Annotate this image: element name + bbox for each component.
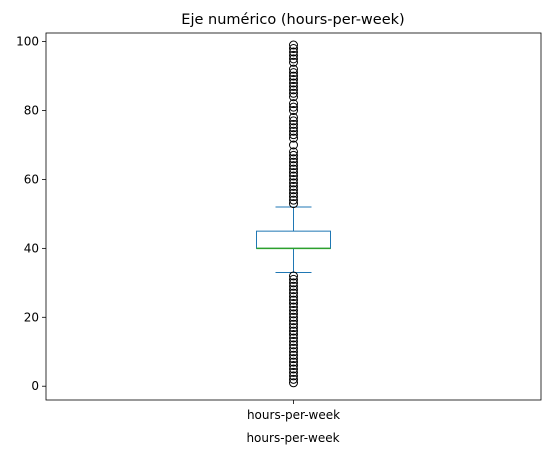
- plot-area: 0 20 40 60 80 100 hours-per-week: [16, 32, 542, 422]
- outlier-point: [289, 188, 298, 198]
- outlier-point: [289, 295, 298, 305]
- outlier-point: [289, 278, 298, 288]
- outlier-point: [289, 357, 298, 367]
- outlier-point: [289, 81, 298, 91]
- outlier-point: [289, 343, 298, 353]
- y-tick-label: 40: [24, 241, 39, 255]
- outlier-point: [289, 123, 298, 133]
- outlier-point: [289, 288, 298, 298]
- outlier-point: [289, 323, 298, 333]
- outlier-point: [289, 199, 298, 209]
- outlier-point: [289, 130, 298, 140]
- outlier-point: [289, 78, 298, 88]
- outlier-point: [289, 164, 298, 174]
- y-tick-label: 60: [24, 172, 39, 186]
- y-tick-label: 0: [31, 379, 39, 393]
- outlier-point: [289, 75, 298, 85]
- outlier-point: [289, 174, 298, 184]
- y-tick-label: 20: [24, 310, 39, 324]
- outlier-point: [289, 271, 298, 281]
- outlier-point: [289, 336, 298, 346]
- outlier-point: [289, 40, 298, 50]
- outlier-point: [289, 150, 298, 160]
- outlier-point: [289, 181, 298, 191]
- outlier-point: [289, 333, 298, 343]
- outlier-point: [289, 71, 298, 81]
- outlier-point: [289, 319, 298, 329]
- outlier-point: [289, 312, 298, 322]
- outlier-point: [289, 367, 298, 377]
- outlier-point: [289, 302, 298, 312]
- outlier-point: [289, 178, 298, 188]
- outlier-point: [289, 281, 298, 291]
- outlier-point: [289, 44, 298, 54]
- outlier-point: [289, 92, 298, 102]
- outlier-point: [289, 350, 298, 360]
- outlier-point: [289, 354, 298, 364]
- outlier-point: [289, 192, 298, 202]
- outlier-point: [289, 364, 298, 374]
- outlier-point: [289, 374, 298, 384]
- outlier-point: [289, 116, 298, 126]
- y-tick-label: 100: [16, 35, 39, 49]
- y-tick-label: 80: [24, 104, 39, 118]
- outlier-point: [289, 347, 298, 357]
- outlier-point: [289, 154, 298, 164]
- outlier-point: [289, 54, 298, 64]
- outlier-point: [289, 316, 298, 326]
- outlier-point: [289, 299, 298, 309]
- outlier-point: [289, 185, 298, 195]
- outlier-point: [289, 119, 298, 129]
- outlier-point: [289, 292, 298, 302]
- outlier-point: [289, 340, 298, 350]
- outlier-point: [289, 195, 298, 205]
- outlier-point: [289, 326, 298, 336]
- outlier-point: [289, 274, 298, 284]
- outlier-point: [289, 112, 298, 122]
- x-axis-label: hours-per-week: [246, 431, 339, 445]
- outlier-point: [289, 140, 298, 150]
- outlier-point: [289, 126, 298, 136]
- outlier-point: [289, 102, 298, 112]
- outlier-point: [289, 285, 298, 295]
- outlier-point: [289, 161, 298, 171]
- outlier-point: [289, 99, 298, 109]
- outlier-point: [289, 50, 298, 60]
- outlier-point: [289, 171, 298, 181]
- outlier-point: [289, 157, 298, 167]
- outlier-point: [289, 47, 298, 57]
- outlier-point: [289, 168, 298, 178]
- outlier-point: [289, 88, 298, 98]
- outlier-point: [289, 371, 298, 381]
- outlier-point: [289, 57, 298, 67]
- outlier-point: [289, 330, 298, 340]
- outlier-point: [289, 361, 298, 371]
- outlier-point: [289, 147, 298, 157]
- outlier-point: [289, 378, 298, 388]
- outlier-point: [289, 64, 298, 74]
- outlier-point: [289, 68, 298, 78]
- outlier-point: [289, 106, 298, 116]
- outlier-point: [289, 309, 298, 319]
- iqr-box: [256, 230, 331, 249]
- outlier-point: [289, 305, 298, 315]
- chart-title: Eje numérico (hours-per-week): [181, 12, 404, 28]
- outlier-point: [289, 85, 298, 95]
- x-tick-label: hours-per-week: [247, 408, 340, 422]
- outlier-point: [289, 133, 298, 143]
